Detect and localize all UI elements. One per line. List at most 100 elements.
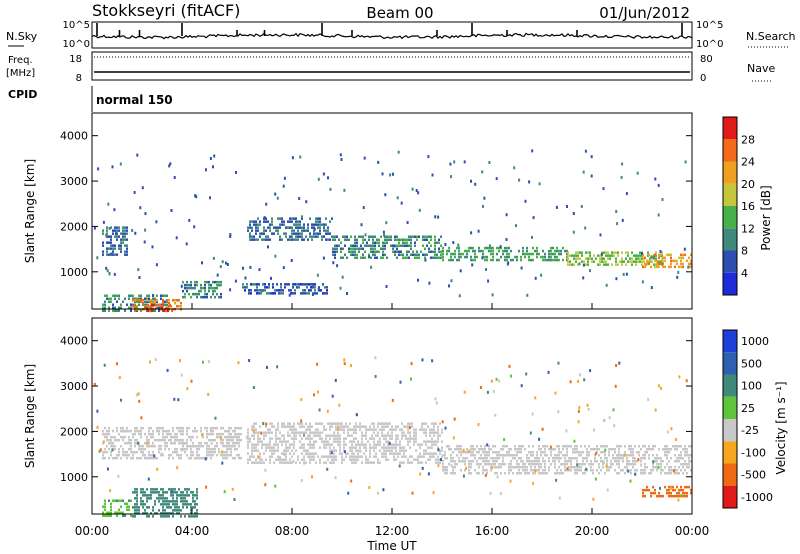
range-cell <box>508 463 510 466</box>
range-cell <box>353 458 355 461</box>
range-cell <box>114 438 116 442</box>
range-cell <box>394 250 396 253</box>
range-cell <box>188 292 190 296</box>
range-cell <box>188 456 190 460</box>
range-cell <box>341 455 343 458</box>
range-cell <box>248 289 250 292</box>
range-cell <box>148 426 150 430</box>
range-cell <box>438 238 440 241</box>
range-cell <box>303 458 305 461</box>
range-cell <box>110 511 112 514</box>
range-cell <box>380 256 382 259</box>
range-cell <box>446 457 448 460</box>
range-cell <box>104 435 106 439</box>
range-cell <box>212 165 214 169</box>
range-cell <box>279 217 281 220</box>
range-cell <box>287 461 289 464</box>
range-cell <box>573 254 575 257</box>
range-cell <box>166 432 168 436</box>
range-cell <box>466 448 468 451</box>
range-cell <box>536 469 538 472</box>
range-cell <box>468 249 470 253</box>
range-cell <box>616 445 618 448</box>
range-cell <box>181 448 184 452</box>
range-cell <box>682 256 684 260</box>
range-cell <box>610 466 612 469</box>
range-cell <box>384 238 386 241</box>
range-cell <box>520 460 522 463</box>
range-cell <box>682 265 684 269</box>
range-cell <box>285 443 287 446</box>
range-cell <box>431 437 433 440</box>
range-cell <box>399 428 401 431</box>
range-cell <box>536 249 538 253</box>
range-cell <box>228 426 230 430</box>
range-cell <box>424 235 426 238</box>
range-cell <box>170 488 172 491</box>
range-cell <box>516 463 518 466</box>
range-cell <box>331 425 333 428</box>
range-cell <box>544 252 546 256</box>
range-cell <box>220 441 222 445</box>
power-ylabel: Slant Range [km] <box>23 159 37 263</box>
range-cell <box>116 426 118 430</box>
range-cell <box>490 246 492 250</box>
range-cell <box>434 215 437 219</box>
range-cell <box>666 430 669 434</box>
range-cell <box>343 188 346 192</box>
range-cell <box>222 441 224 445</box>
range-cell <box>136 438 138 442</box>
range-cell <box>650 494 652 498</box>
range-cell <box>622 272 625 276</box>
range-cell <box>458 448 460 451</box>
range-cell <box>126 429 128 433</box>
range-cell <box>138 506 140 509</box>
range-cell <box>502 457 504 460</box>
range-cell <box>607 254 609 257</box>
range-cell <box>128 505 130 508</box>
range-cell <box>150 435 152 439</box>
range-cell <box>402 253 404 256</box>
range-cell <box>303 226 305 229</box>
range-cell <box>504 472 506 475</box>
range-cell <box>554 255 556 259</box>
range-cell <box>395 446 397 449</box>
range-cell <box>291 229 293 232</box>
range-cell <box>256 292 258 295</box>
range-cell <box>448 445 450 448</box>
range-cell <box>382 253 384 256</box>
range-cell <box>389 173 392 177</box>
range-cell <box>345 452 347 455</box>
range-cell <box>280 286 282 289</box>
range-cell <box>522 445 524 448</box>
range-cell <box>637 458 640 462</box>
range-cell <box>263 461 265 464</box>
range-cell <box>407 440 409 443</box>
range-cell <box>433 428 435 431</box>
range-cell <box>351 443 353 446</box>
range-cell <box>608 448 610 451</box>
range-cell <box>383 428 385 431</box>
range-cell <box>576 469 578 472</box>
range-cell <box>178 509 180 512</box>
range-cell <box>439 422 441 425</box>
range-cell <box>313 227 316 231</box>
range-cell <box>212 289 214 293</box>
range-cell <box>431 452 433 455</box>
range-cell <box>490 252 492 256</box>
range-cell <box>562 454 564 457</box>
range-cell <box>96 256 99 260</box>
range-cell <box>339 153 342 157</box>
range-cell <box>303 461 306 465</box>
range-cell <box>436 241 438 244</box>
range-cell <box>474 252 476 256</box>
range-cell <box>176 494 178 497</box>
range-cell <box>528 463 530 466</box>
range-cell <box>360 247 362 250</box>
range-cell <box>198 292 200 296</box>
range-cell <box>363 434 365 437</box>
range-cell <box>428 235 430 238</box>
range-cell <box>584 469 586 472</box>
range-cell <box>319 434 321 437</box>
range-cell <box>652 460 655 464</box>
